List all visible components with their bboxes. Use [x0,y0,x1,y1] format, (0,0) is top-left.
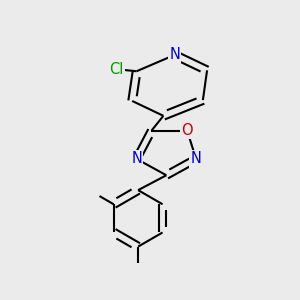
Text: N: N [169,47,180,62]
Text: N: N [190,152,202,166]
Text: N: N [131,152,142,166]
Text: O: O [181,123,193,138]
Text: Cl: Cl [109,62,124,77]
